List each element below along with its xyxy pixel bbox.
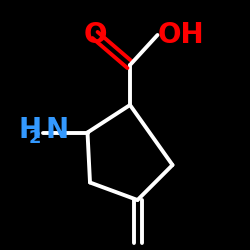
Text: H: H [18, 116, 41, 144]
Text: 2: 2 [29, 129, 41, 147]
Text: N: N [46, 116, 68, 144]
Text: O: O [83, 21, 107, 49]
Text: OH: OH [158, 21, 204, 49]
